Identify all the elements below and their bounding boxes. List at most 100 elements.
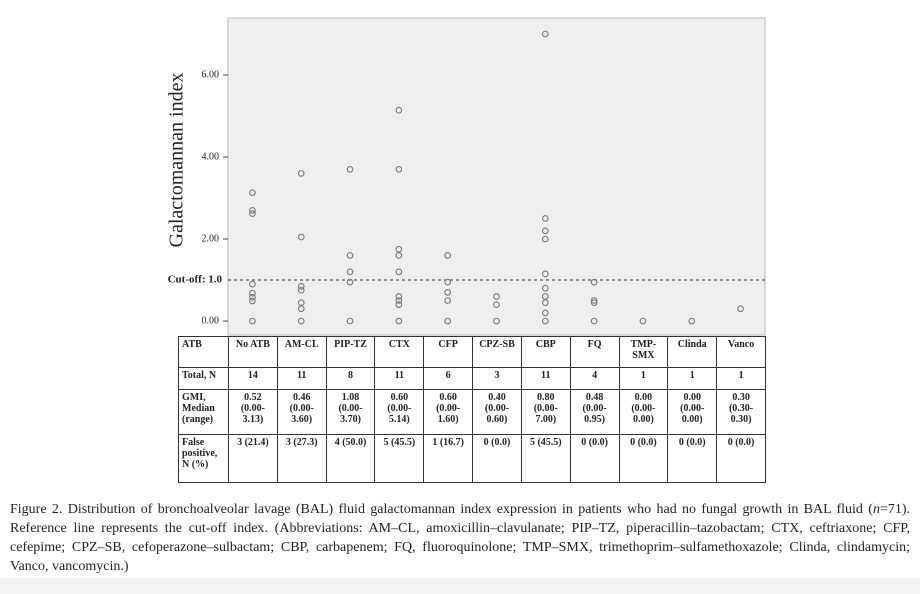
table-cell: 3 (27.3) (276, 434, 327, 483)
data-point (297, 282, 305, 290)
data-point (688, 317, 696, 325)
data-point (297, 233, 305, 241)
y-axis-label: Galactomannan index (166, 73, 188, 248)
data-point (249, 189, 256, 197)
category-label: CFP (423, 336, 474, 368)
data-point (297, 286, 305, 294)
data-point (249, 210, 256, 217)
data-point (346, 165, 354, 173)
table-cell: 1 (716, 367, 766, 390)
category-label: TMP-SMX (618, 336, 669, 368)
table-row: False positive, N (%) 3 (21.4) 3 (27.3) 4 (… (178, 434, 766, 483)
data-point (493, 301, 500, 309)
data-point (346, 252, 354, 259)
table-cell: 0 (0.0) (716, 434, 766, 483)
table-cell: 0.80 (0.00-7.00) (520, 389, 571, 435)
data-point (249, 289, 256, 297)
data-point (395, 293, 403, 300)
data-point (395, 245, 403, 253)
table-cell: 0.52 (0.00-3.13) (228, 389, 278, 435)
table-cell: 4 (569, 367, 620, 390)
data-point (395, 268, 403, 276)
table-cell: 14 (228, 367, 278, 390)
table-cell: 0.30 (0.30-0.30) (716, 389, 766, 435)
y-tick-label: 6.00 (202, 69, 220, 80)
category-label: FQ (569, 336, 620, 368)
category-label: CTX (374, 336, 425, 368)
y-tick-label: 0.00 (202, 315, 220, 326)
data-point (346, 278, 354, 286)
data-point (590, 299, 598, 306)
data-point (444, 289, 452, 296)
data-point (395, 297, 403, 304)
footer-band (0, 578, 920, 594)
data-point (346, 268, 354, 276)
category-label: No ATB (228, 336, 278, 368)
data-point (541, 235, 549, 243)
data-point (249, 297, 256, 305)
data-point (395, 165, 403, 173)
table-row: Total, N 14 11 8 11 6 3 11 4 1 1 1 (178, 367, 766, 390)
row-label: Total, N (178, 367, 229, 390)
plot-area (227, 17, 766, 336)
data-point (444, 297, 452, 304)
table-cell: 0 (0.0) (667, 434, 718, 483)
table-row: GMI, Median (range) 0.52 (0.00-3.13) 0.46 … (178, 389, 766, 435)
table-cell: 0 (0.0) (569, 434, 620, 483)
table-cell: 0.40 (0.00-0.60) (472, 389, 522, 435)
data-point (249, 293, 256, 301)
data-point (541, 317, 549, 325)
data-point (395, 106, 403, 114)
data-point (493, 317, 500, 325)
table-cell: 0 (0.0) (618, 434, 669, 483)
data-point (541, 215, 549, 222)
table-cell: 1 (16.7) (423, 434, 474, 483)
caption-text: =71). Reference line represents the cut-… (10, 502, 910, 574)
data-point (541, 309, 549, 317)
table-cell: 3 (21.4) (228, 434, 278, 483)
data-point (297, 170, 305, 177)
figure-caption: Figure 2. Distribution of bronchoalveola… (10, 500, 910, 576)
data-point (541, 284, 549, 292)
data-point (249, 206, 256, 214)
category-label: AM-CL (276, 336, 327, 368)
category-label: Vanco (716, 336, 766, 368)
table-header-cell: ATB (178, 336, 229, 368)
data-point (297, 317, 305, 325)
data-point (737, 305, 744, 313)
table-cell: 8 (325, 367, 376, 390)
table-cell: 5 (45.5) (374, 434, 425, 483)
table-cell: 1.08 (0.00-3.70) (325, 389, 376, 435)
data-point (541, 293, 549, 300)
data-point (444, 317, 452, 325)
data-point (541, 227, 549, 235)
row-label: False positive, N (%) (178, 434, 229, 483)
table-cell: 6 (423, 367, 474, 390)
table-cell: 0.00 (0.00-0.00) (618, 389, 669, 435)
table-cell: 11 (374, 367, 425, 390)
table-cell: 0.00 (0.00-0.00) (667, 389, 718, 435)
data-point (639, 317, 647, 325)
caption-text: n (872, 502, 880, 517)
data-point (590, 297, 598, 304)
data-point (590, 278, 598, 286)
data-point (444, 252, 452, 259)
table-cell: 0 (0.0) (472, 434, 522, 483)
table-cell: 0.46 (0.00-3.60) (276, 389, 327, 435)
y-tick-label: 2.00 (202, 233, 220, 244)
summary-table: ATB No ATB AM-CL PIP-TZ CTX CFP CPZ-SB CBP FQ TMP… (178, 336, 766, 483)
table-cell: 5 (45.5) (520, 434, 571, 483)
table-cell: 3 (472, 367, 522, 390)
category-label: PIP-TZ (325, 336, 376, 368)
table-cell: 11 (520, 367, 571, 390)
data-point (395, 301, 403, 309)
y-tick-label: 4.00 (202, 151, 220, 162)
data-point (444, 278, 452, 286)
data-point (590, 317, 598, 325)
data-point (395, 252, 403, 259)
table-cell: 1 (618, 367, 669, 390)
category-label: CPZ-SB (472, 336, 522, 368)
data-point (249, 280, 256, 288)
data-point (541, 270, 549, 278)
